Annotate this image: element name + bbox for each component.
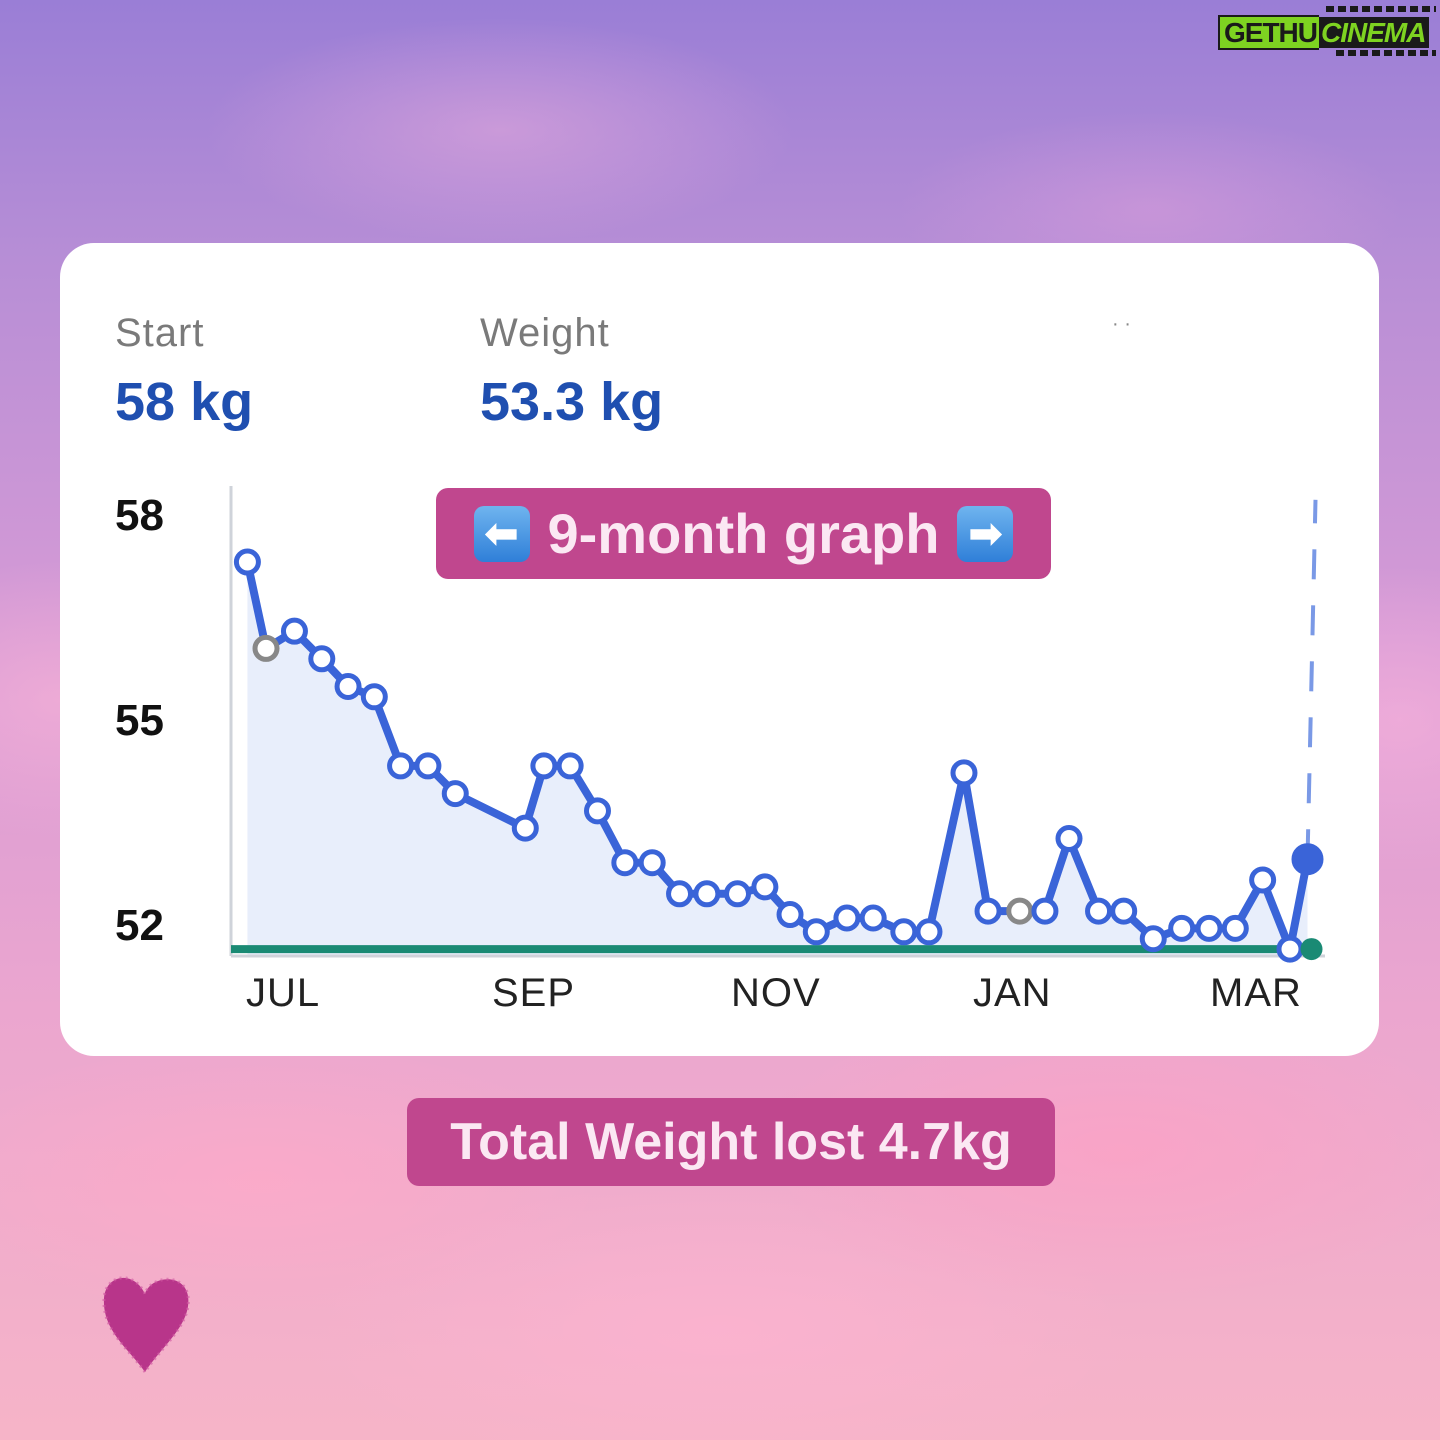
x-tick-mar: MAR (1210, 971, 1302, 1015)
start-label: Start (115, 311, 205, 355)
watermark-text: GETHU CINEMA (1218, 14, 1430, 52)
weight-value: 53.3 kg (480, 372, 664, 432)
data-point (441, 780, 469, 808)
weight-line-chart (229, 486, 1325, 963)
area-fill (247, 562, 1308, 956)
x-tick-jan: JAN (973, 971, 1052, 1015)
data-point (751, 873, 779, 901)
data-point (1085, 897, 1113, 925)
data-point (859, 904, 887, 932)
data-point (1110, 897, 1138, 925)
data-point (1168, 914, 1196, 942)
data-point (280, 617, 308, 645)
film-strip-icon (1326, 6, 1436, 12)
start-value: 58 kg (115, 372, 254, 432)
faint-mark: · · (1112, 313, 1131, 335)
data-point (638, 849, 666, 877)
watermark-logo: GETHU CINEMA (1218, 6, 1436, 56)
data-point (611, 849, 639, 877)
weight-card: Start 58 kg Weight 53.3 kg · · 58 55 52 … (60, 243, 1379, 1056)
data-point (915, 918, 943, 946)
data-point (833, 904, 861, 932)
data-point (233, 548, 261, 576)
data-point (1055, 825, 1083, 852)
data-point (974, 897, 1002, 925)
data-point (360, 683, 388, 711)
data-point (1031, 897, 1059, 925)
data-point (802, 918, 830, 946)
projection-dashed-line (1305, 499, 1318, 860)
data-point (308, 645, 336, 673)
x-tick-nov: NOV (731, 971, 821, 1015)
goal-end-marker (1300, 938, 1323, 961)
y-tick-52: 52 (115, 901, 164, 950)
data-point (414, 752, 442, 780)
total-weight-lost-badge: Total Weight lost 4.7kg (407, 1098, 1055, 1186)
x-tick-jul: JUL (246, 971, 321, 1015)
data-point (252, 634, 280, 662)
film-strip-icon (1336, 50, 1436, 56)
data-point (666, 880, 694, 908)
left-arrow-icon: ⬅ (473, 505, 530, 562)
weight-label: Weight (480, 311, 610, 355)
data-point (387, 752, 415, 780)
y-tick-58: 58 (115, 491, 164, 540)
data-point (776, 901, 804, 929)
data-point (334, 672, 362, 700)
data-point (583, 797, 611, 825)
watermark-part2: CINEMA (1319, 17, 1430, 48)
data-point (511, 814, 539, 842)
data-point (530, 752, 558, 780)
watermark-part1: GETHU (1218, 15, 1319, 50)
data-point (890, 918, 918, 946)
nine-month-graph-badge: ⬅ 9-month graph ➡ (436, 488, 1051, 579)
y-tick-55: 55 (115, 696, 164, 745)
total-weight-lost-text: Total Weight lost 4.7kg (450, 1113, 1012, 1171)
right-arrow-icon: ➡ (957, 505, 1014, 562)
data-point (724, 880, 752, 908)
data-point (950, 759, 978, 787)
x-tick-sep: SEP (492, 971, 576, 1015)
data-point (1249, 866, 1277, 894)
data-point (1139, 925, 1167, 953)
data-point (1006, 897, 1034, 925)
nine-month-graph-text: 9-month graph (547, 502, 940, 565)
heart-icon (102, 1276, 190, 1375)
data-point (693, 880, 721, 908)
data-point (556, 752, 584, 780)
data-point (1195, 914, 1223, 942)
data-point (1276, 935, 1304, 963)
data-point (1291, 843, 1324, 876)
data-point (1221, 914, 1249, 942)
